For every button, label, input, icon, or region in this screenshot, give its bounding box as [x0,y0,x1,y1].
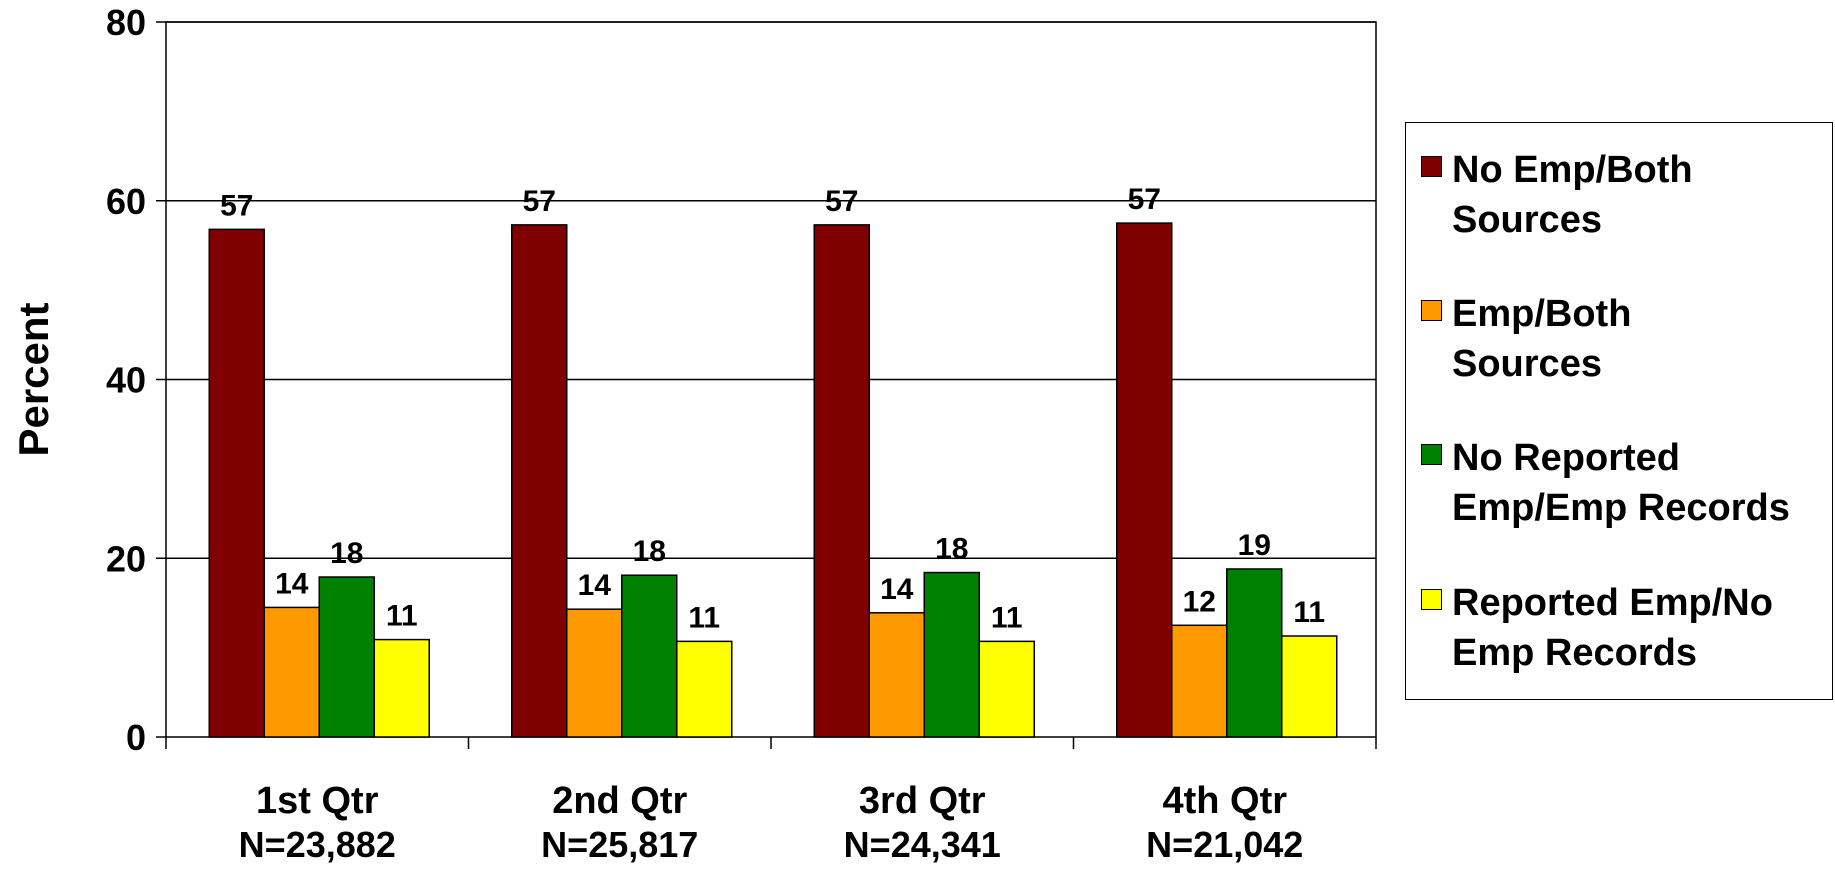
data-label: 11 [1293,596,1325,629]
data-label: 57 [220,189,253,222]
legend-swatch-reported-emp-no-records [1421,589,1442,610]
data-label: 11 [688,601,720,634]
legend-item-no-reported-emp: No Reported Emp/Emp Records [1421,433,1832,533]
bar-4th-qtr-s1 [1171,624,1228,738]
data-label: 57 [1128,183,1161,216]
bar-4th-qtr-s0 [1116,222,1173,738]
legend-item-reported-emp-no-records: Reported Emp/No Emp Records [1421,578,1832,678]
bar-3rd-qtr-s2 [923,571,980,738]
legend: No Emp/Both Sources Emp/Both Sources No … [1405,122,1833,700]
bar-1st-qtr-s1 [263,606,320,738]
data-label: 18 [633,535,666,568]
bar-4th-qtr-s3 [1281,635,1338,738]
bar-1st-qtr-s0 [208,228,265,738]
data-label: 14 [880,573,914,606]
data-label: 14 [275,567,309,600]
x-tick-sublabel: N=21,042 [1146,824,1303,865]
bar-2nd-qtr-s1 [566,608,623,738]
legend-item-no-emp-both-sources: No Emp/Both Sources [1421,145,1832,245]
y-axis-label: Percent [10,302,57,456]
data-label: 18 [935,533,968,566]
y-tick-label: 40 [106,360,146,401]
bar-2nd-qtr-s0 [511,224,568,738]
bar-1st-qtr-s2 [318,576,375,738]
y-tick-label: 60 [106,181,146,222]
bar-4th-qtr-s2 [1226,568,1283,738]
bar-1st-qtr-s3 [373,638,430,738]
bar-2nd-qtr-s3 [676,640,733,738]
x-tick-sublabel: N=24,341 [844,824,1001,865]
bar-2nd-qtr-s2 [621,574,678,738]
data-label: 57 [523,185,556,218]
data-label: 18 [330,537,363,570]
bar-3rd-qtr-s0 [813,224,870,738]
x-tick-label: 3rd Qtr [859,780,986,822]
data-label: 14 [578,569,612,602]
data-label: 11 [386,600,418,633]
legend-label-no-emp-both-sources: No Emp/Both Sources [1452,149,1693,241]
y-tick-label: 0 [126,717,146,758]
x-tick-sublabel: N=25,817 [541,824,698,865]
data-label: 11 [991,601,1023,634]
legend-label-reported-emp-no-records: Reported Emp/No Emp Records [1452,582,1773,674]
data-label: 57 [825,185,858,218]
x-tick-label: 1st Qtr [256,780,379,822]
legend-label-no-reported-emp: No Reported Emp/Emp Records [1452,437,1790,529]
y-tick-label: 80 [106,2,146,43]
legend-swatch-no-emp-both-sources [1421,156,1442,177]
legend-label-emp-both-sources: Emp/Both Sources [1452,293,1632,385]
y-tick-label: 20 [106,538,146,579]
x-tick-label: 2nd Qtr [552,780,687,822]
x-tick-sublabel: N=23,882 [239,824,396,865]
legend-swatch-emp-both-sources [1421,300,1442,321]
legend-item-emp-both-sources: Emp/Both Sources [1421,289,1832,389]
bar-3rd-qtr-s3 [978,640,1035,738]
legend-swatch-no-reported-emp [1421,444,1442,465]
x-tick-label: 4th Qtr [1162,780,1287,822]
data-label: 19 [1238,529,1271,562]
data-label: 12 [1183,585,1216,618]
bar-3rd-qtr-s1 [868,612,925,738]
